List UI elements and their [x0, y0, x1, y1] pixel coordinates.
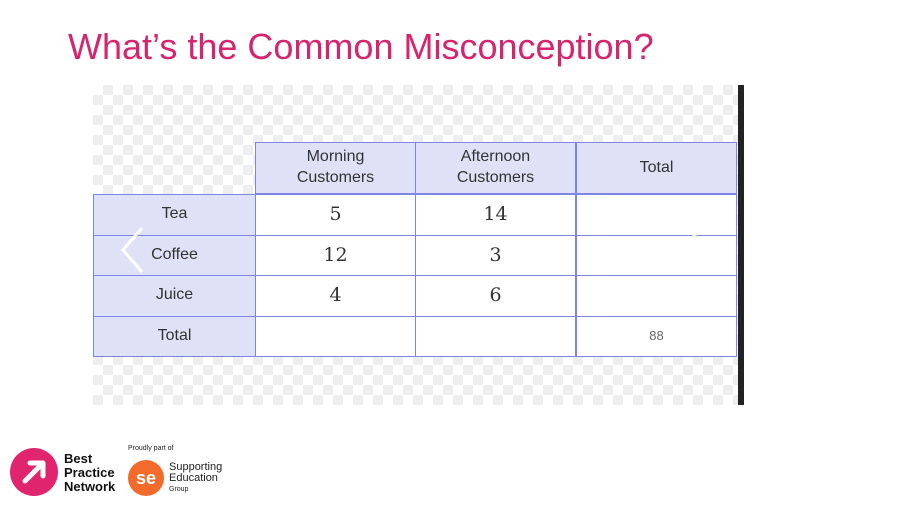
cell: 88	[576, 315, 737, 357]
cell: 6	[415, 275, 576, 317]
brand-line: Practice	[64, 465, 115, 480]
tagline: Proudly part of	[128, 445, 174, 452]
cell: 14	[415, 194, 576, 236]
brand-line: Network	[64, 479, 116, 494]
prev-arrow[interactable]	[118, 225, 148, 275]
cell-text: Morning	[306, 148, 365, 166]
group-line: Education	[169, 472, 218, 484]
cell	[255, 315, 416, 357]
cell	[576, 234, 737, 276]
group-logo: se	[128, 460, 164, 496]
cell-text: 3	[489, 243, 502, 266]
cell: 4	[255, 275, 416, 317]
brand-logo	[10, 448, 58, 496]
cell-text: Total	[157, 326, 192, 344]
next-arrow[interactable]	[682, 225, 712, 275]
column-header: Total	[576, 142, 737, 194]
cell-text: Juice	[155, 286, 194, 304]
cell-text: 88	[649, 327, 664, 343]
cell-text: Customers	[296, 169, 375, 186]
brand-line: Best	[64, 451, 93, 466]
column-header: Morning Customers	[255, 142, 416, 194]
cell	[415, 315, 576, 357]
image-edge	[738, 85, 744, 405]
cell	[576, 275, 737, 317]
cell-text: Coffee	[151, 245, 198, 263]
cell-text: Total	[639, 158, 674, 176]
row-header: Juice	[93, 275, 256, 317]
cell-text: 4	[329, 284, 342, 307]
cell: 12	[255, 234, 416, 276]
cell: 5	[255, 194, 416, 236]
cell-text: 5	[329, 203, 342, 226]
cell-text: Tea	[161, 205, 188, 223]
column-header: Afternoon Customers	[415, 142, 576, 194]
group-line: Supporting	[169, 461, 223, 473]
slide-title: What’s the Common Misconception?	[68, 26, 654, 67]
group-name: Supporting Education Group	[169, 462, 222, 495]
brand-name: Best Practice Network	[64, 452, 115, 494]
row-header: Tea	[93, 194, 256, 236]
cell: 3	[415, 234, 576, 276]
group-line: Group	[169, 486, 189, 493]
cell-text: Afternoon	[460, 148, 531, 166]
cell-text: Customers	[456, 169, 535, 186]
cell-text: 6	[489, 284, 502, 307]
cell-text: 12	[323, 243, 348, 266]
row-header: Total	[93, 315, 256, 357]
cell	[576, 194, 737, 236]
cell-text: 14	[483, 203, 508, 226]
